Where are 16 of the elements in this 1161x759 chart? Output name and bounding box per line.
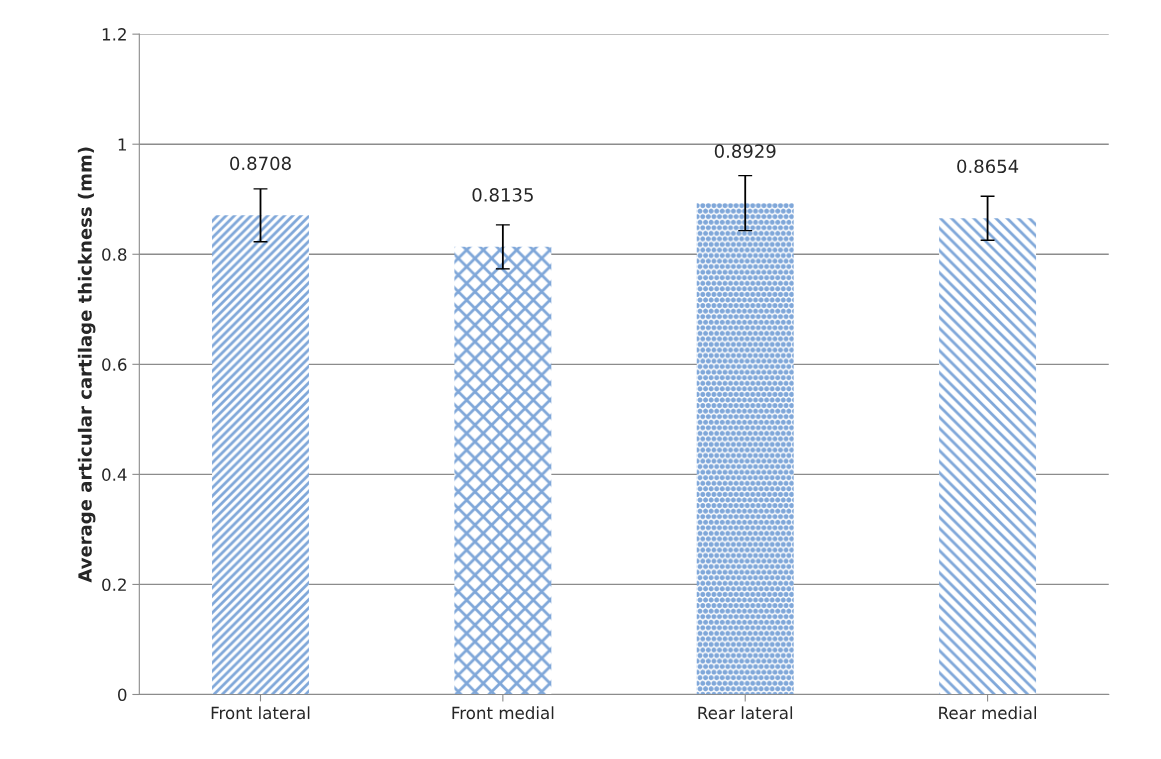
x-tick-label: Front medial (452, 706, 554, 720)
y-tick-label: 0.2 (102, 578, 126, 591)
y-tick-label: 1 (118, 138, 126, 151)
y-tick-label: 0 (118, 688, 127, 702)
data-label: 0.8708 (230, 156, 291, 171)
y-tick-label: 0.4 (102, 468, 127, 481)
x-tick-label: Rear lateral (698, 706, 793, 720)
data-label: 0.8654 (957, 159, 1019, 174)
y-tick-label: 0.8 (102, 248, 127, 261)
y-tick-label: 0.6 (102, 358, 127, 371)
x-tick-label: Rear medial (939, 706, 1037, 720)
y-tick-label: 1.2 (102, 28, 126, 41)
data-label: 0.8929 (714, 144, 776, 158)
data-label: 0.8135 (472, 188, 533, 202)
y-axis-title: Average articular cartilage thickness (mm) (77, 147, 96, 583)
x-tick-label: Front lateral (211, 706, 310, 720)
